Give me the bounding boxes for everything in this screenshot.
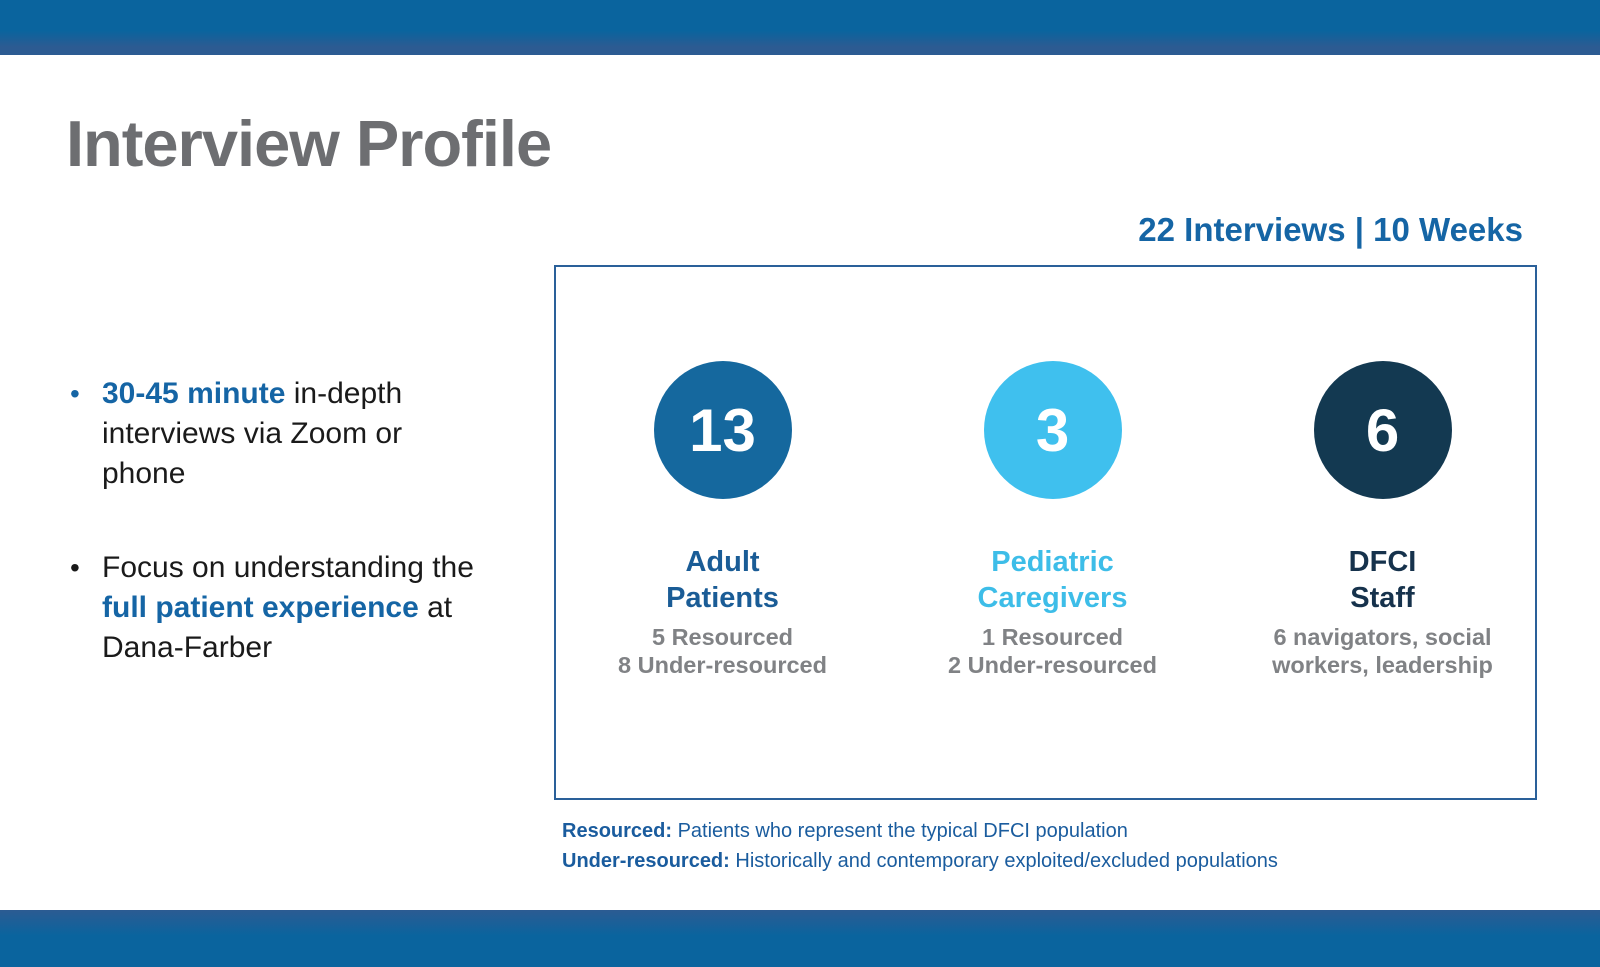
stat-sub-line: 1 Resourced <box>981 624 1124 650</box>
bullet-text-run: Dana-Farber <box>102 631 273 664</box>
stat-sub-line: 8 Under-resourced <box>618 652 827 678</box>
stat-adult-patients: 13 Adult Patients 5 Resourced 8 Under-re… <box>573 361 873 679</box>
dfci-staff-sublabel: 6 navigators, social workers, leadership <box>1233 623 1533 679</box>
pediatric-caregivers-circle: 3 <box>983 361 1122 499</box>
dfci-staff-count: 6 <box>1365 396 1400 464</box>
stat-label-line: Pediatric <box>991 546 1114 578</box>
stat-label-line: DFCI <box>1348 546 1417 578</box>
adult-patients-label: Adult Patients <box>573 544 873 616</box>
footnote-term: Resourced: <box>562 820 673 842</box>
stat-label-line: Patients <box>666 582 779 614</box>
stat-sub-line: 5 Resourced <box>651 624 794 650</box>
bottom-accent-bar <box>0 910 1600 967</box>
footnotes: Resourced: Patients who represent the ty… <box>562 816 1278 876</box>
pediatric-caregivers-sublabel: 1 Resourced 2 Under-resourced <box>903 623 1203 679</box>
interview-count-headline: 22 Interviews | 10 Weeks <box>1138 211 1523 248</box>
footnote-definition: Historically and contemporary exploited/… <box>729 850 1278 872</box>
adult-patients-circle: 13 <box>653 361 792 499</box>
stat-label-line: Staff <box>1350 582 1415 614</box>
dfci-staff-circle: 6 <box>1313 361 1452 499</box>
stat-dfci-staff: 6 DFCI Staff 6 navigators, social worker… <box>1233 361 1533 679</box>
top-accent-bar <box>0 0 1600 55</box>
bullet-text-run: interviews via Zoom or <box>102 417 403 450</box>
adult-patients-count: 13 <box>689 396 756 464</box>
stat-label-line: Adult <box>685 546 760 578</box>
stats-panel: 13 Adult Patients 5 Resourced 8 Under-re… <box>554 265 1537 800</box>
stat-pediatric-caregivers: 3 Pediatric Caregivers 1 Resourced 2 Und… <box>903 361 1203 679</box>
pediatric-caregivers-count: 3 <box>1035 396 1070 464</box>
bullet-highlight-run: full patient experience <box>102 591 419 624</box>
stat-sub-line: workers, leadership <box>1272 652 1493 678</box>
footnote-under-resourced: Under-resourced: Historically and contem… <box>562 846 1278 876</box>
bullet-text: Focus on understanding the full patient e… <box>102 548 540 668</box>
bullet-item: • 30-45 minute in-depth interviews via Zoo… <box>70 374 540 494</box>
adult-patients-sublabel: 5 Resourced 8 Under-resourced <box>573 623 873 679</box>
pediatric-caregivers-label: Pediatric Caregivers <box>903 544 1203 616</box>
stat-sub-line: 6 navigators, social <box>1273 624 1492 650</box>
footnote-resourced: Resourced: Patients who represent the ty… <box>562 816 1278 846</box>
footnote-term: Under-resourced: <box>562 850 730 872</box>
dfci-staff-label: DFCI Staff <box>1233 544 1533 616</box>
bullet-list: • 30-45 minute in-depth interviews via Zoo… <box>70 374 540 668</box>
bullet-text-run: in-depth <box>285 377 403 410</box>
bullet-item: • Focus on understanding the full patient … <box>70 548 540 668</box>
stat-label-line: Caregivers <box>977 582 1128 614</box>
stat-sub-line: 2 Under-resourced <box>948 652 1157 678</box>
bullet-text-run: at <box>418 591 453 624</box>
bullet-marker: • <box>70 552 80 583</box>
bullet-text-run: phone <box>102 457 186 490</box>
bullet-text-run: Focus on understanding the <box>102 551 474 584</box>
footnote-definition: Patients who represent the typical DFCI … <box>672 820 1128 842</box>
bullet-marker: • <box>70 378 80 409</box>
bullet-highlight-run: 30-45 minute <box>102 377 286 410</box>
bullet-text: 30-45 minute in-depth interviews via Zoom… <box>102 374 540 494</box>
slide-title: Interview Profile <box>66 107 552 180</box>
stats-row: 13 Adult Patients 5 Resourced 8 Under-re… <box>556 267 1535 679</box>
